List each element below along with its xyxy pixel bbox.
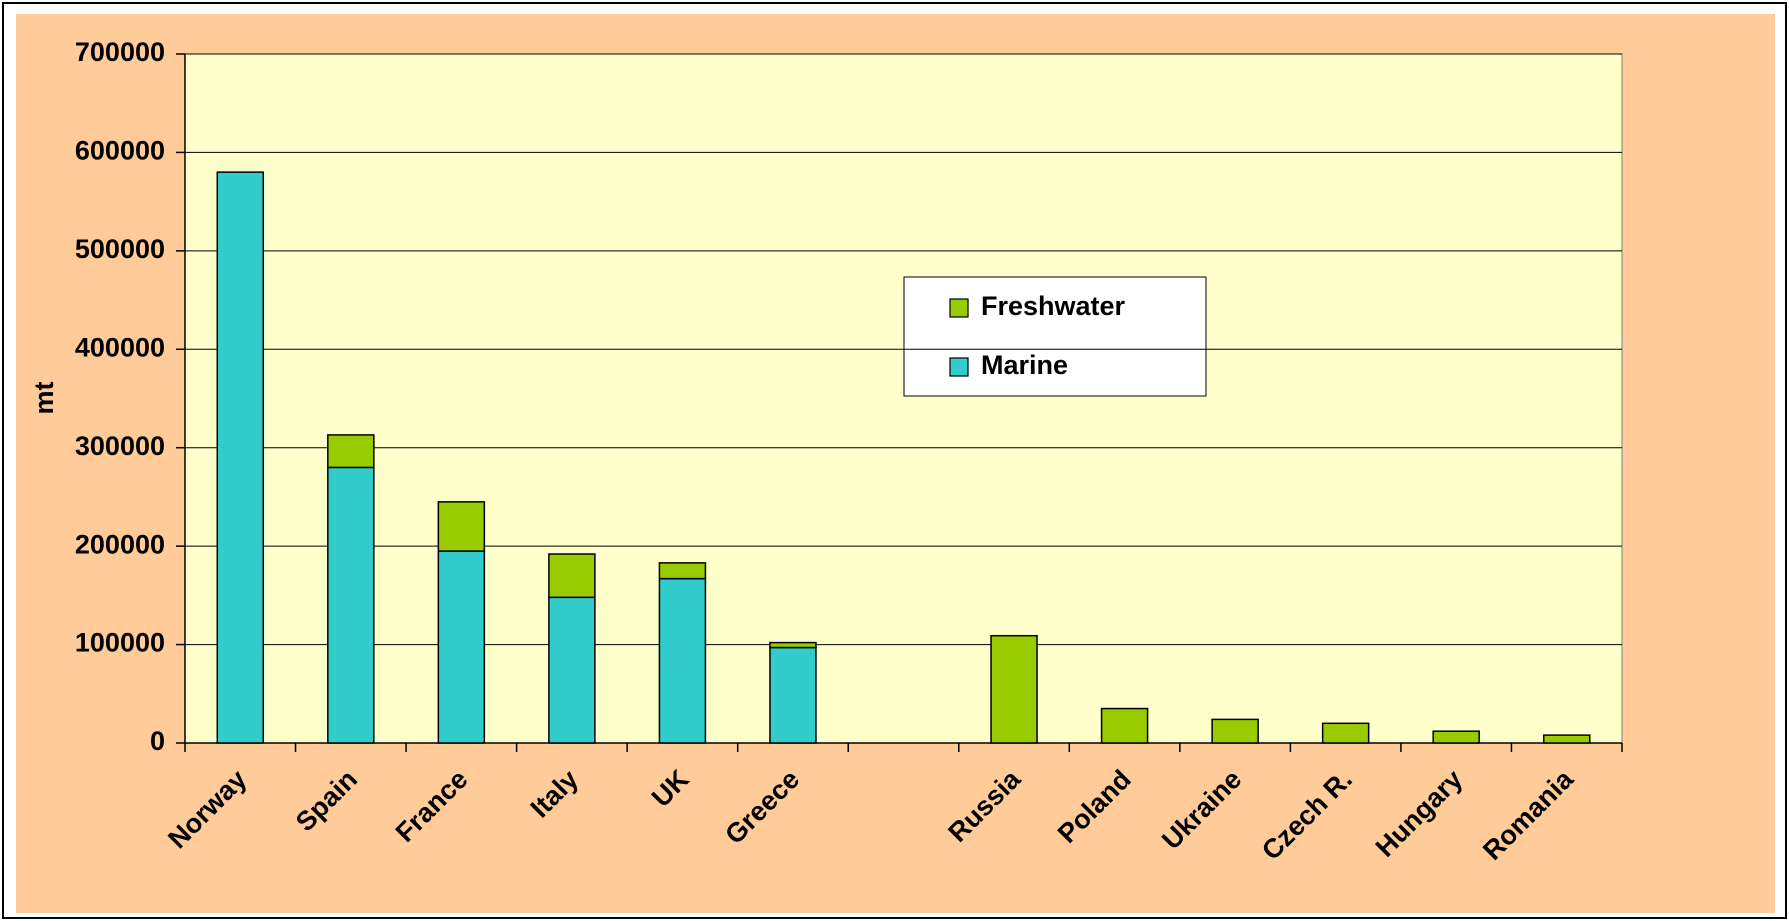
bar-segment <box>1100 707 1149 744</box>
bar-segment <box>769 646 817 744</box>
bar-segment <box>1211 718 1259 744</box>
y-tick-label: 0 <box>150 726 165 756</box>
legend-swatch <box>949 357 969 377</box>
y-tick-label: 600000 <box>75 136 165 166</box>
bar-segment <box>658 577 707 744</box>
bar-segment <box>327 466 375 744</box>
bar-segment <box>658 562 707 580</box>
bar-segment <box>548 596 596 744</box>
bar-segment <box>1432 730 1480 744</box>
y-tick-label: 300000 <box>75 431 165 461</box>
y-tick-label: 400000 <box>75 332 165 362</box>
legend-label: Marine <box>981 350 1068 380</box>
bar-segment <box>216 171 265 744</box>
bar-segment <box>1321 722 1370 744</box>
plot-area <box>184 53 1623 744</box>
bar-segment <box>327 434 375 469</box>
y-axis-label: mt <box>29 381 59 414</box>
legend-label: Freshwater <box>981 291 1126 321</box>
bar-segment <box>548 553 596 599</box>
y-tick-label: 500000 <box>75 234 165 264</box>
bar-segment <box>990 634 1038 744</box>
legend-swatch <box>949 298 969 318</box>
bar-segment <box>437 550 486 744</box>
bar-segment <box>769 641 817 649</box>
y-tick-label: 100000 <box>75 628 165 658</box>
y-tick-label: 700000 <box>75 37 165 67</box>
bar-segment <box>1542 734 1591 744</box>
y-tick-label: 200000 <box>75 529 165 559</box>
bar-segment <box>437 501 486 552</box>
